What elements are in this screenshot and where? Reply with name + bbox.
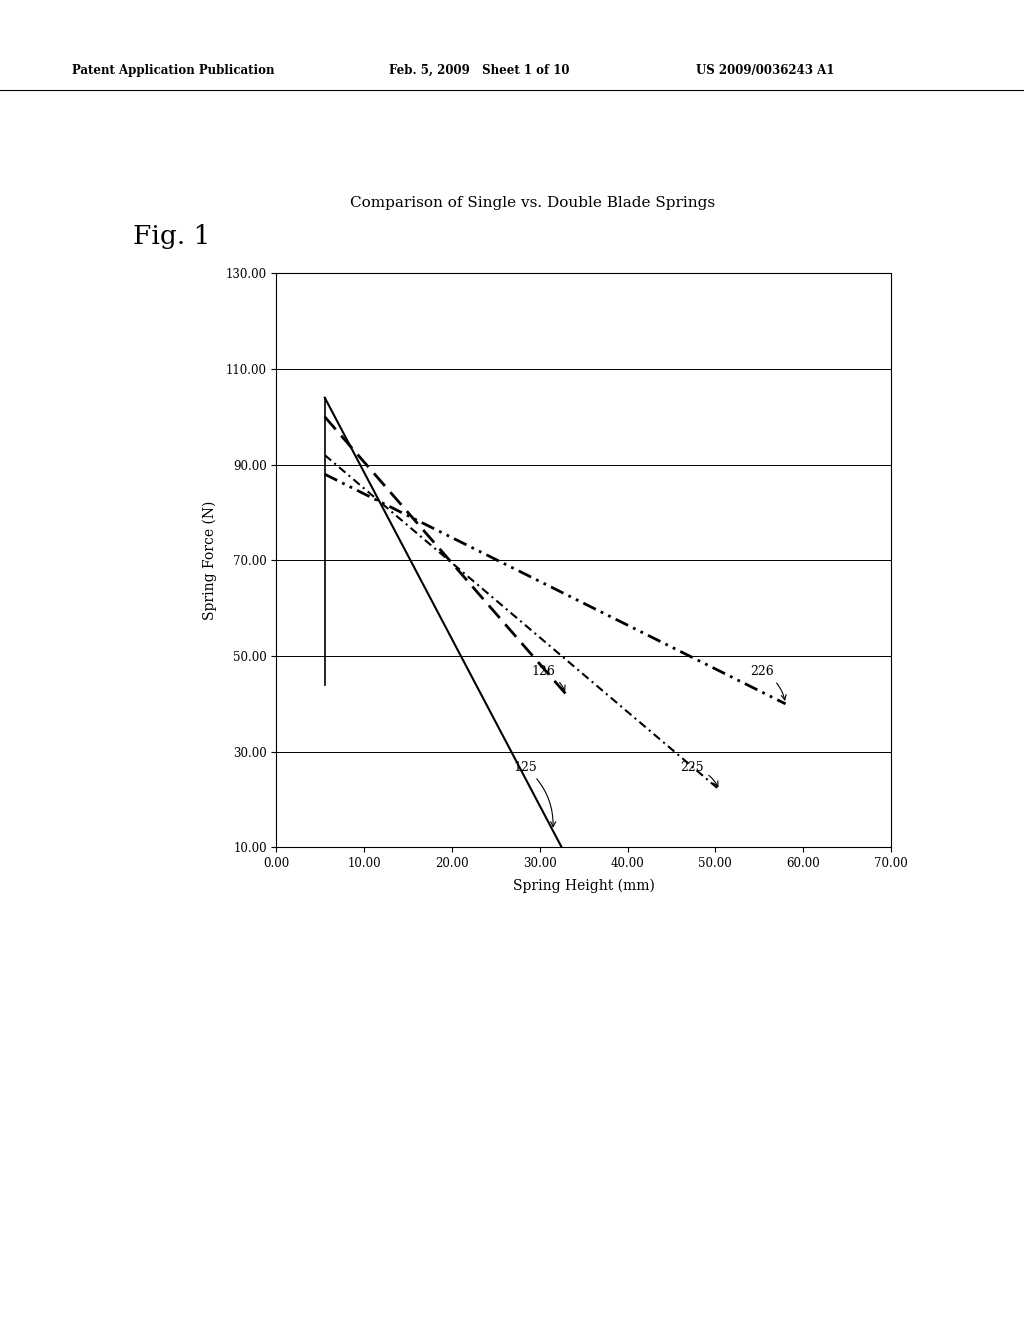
X-axis label: Spring Height (mm): Spring Height (mm) bbox=[513, 879, 654, 892]
Text: 226: 226 bbox=[751, 665, 786, 700]
Text: 225: 225 bbox=[680, 760, 718, 787]
Text: US 2009/0036243 A1: US 2009/0036243 A1 bbox=[696, 63, 835, 77]
Y-axis label: Spring Force (N): Spring Force (N) bbox=[203, 500, 217, 620]
Text: 125: 125 bbox=[513, 760, 556, 826]
Text: Fig. 1: Fig. 1 bbox=[133, 224, 211, 249]
Text: Comparison of Single vs. Double Blade Springs: Comparison of Single vs. Double Blade Sp… bbox=[350, 197, 715, 210]
Text: Patent Application Publication: Patent Application Publication bbox=[72, 63, 274, 77]
Text: 126: 126 bbox=[531, 665, 565, 690]
Text: Feb. 5, 2009   Sheet 1 of 10: Feb. 5, 2009 Sheet 1 of 10 bbox=[389, 63, 569, 77]
